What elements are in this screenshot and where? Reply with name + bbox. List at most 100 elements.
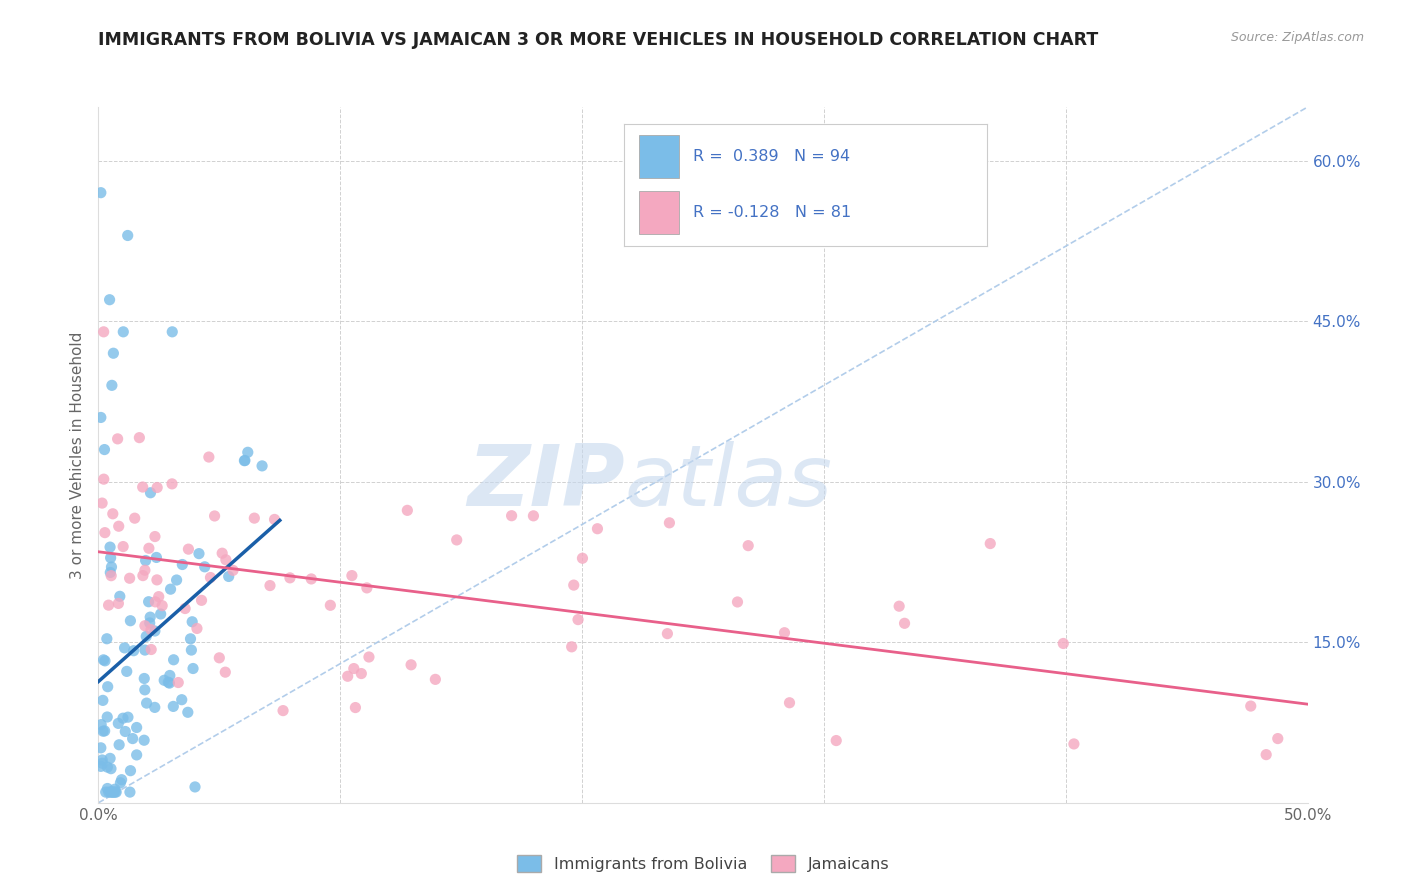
Point bbox=[91, 756, 114, 771]
Point bbox=[125, 721, 148, 735]
Point bbox=[97, 785, 120, 799]
Point bbox=[91, 496, 114, 510]
Point bbox=[114, 724, 136, 739]
Point bbox=[215, 553, 238, 567]
Point bbox=[181, 661, 204, 675]
Point bbox=[96, 781, 118, 796]
Point bbox=[561, 640, 583, 654]
Point bbox=[194, 559, 217, 574]
Point bbox=[105, 785, 128, 799]
Point bbox=[98, 540, 121, 554]
Point bbox=[198, 450, 221, 464]
Point bbox=[90, 186, 112, 200]
Point bbox=[104, 782, 127, 797]
Point bbox=[96, 632, 118, 646]
Point bbox=[134, 643, 156, 657]
Point bbox=[211, 546, 233, 560]
Point bbox=[141, 642, 163, 657]
Point bbox=[159, 668, 181, 682]
Point bbox=[97, 680, 120, 694]
Point bbox=[90, 410, 112, 425]
Point bbox=[1063, 737, 1085, 751]
Point bbox=[112, 540, 135, 554]
Point bbox=[1052, 636, 1074, 650]
Point bbox=[134, 672, 156, 686]
Point bbox=[177, 542, 200, 557]
Point bbox=[586, 522, 609, 536]
Point bbox=[233, 453, 256, 467]
Point bbox=[110, 776, 132, 790]
Point bbox=[93, 723, 115, 738]
Point bbox=[98, 566, 121, 580]
Point bbox=[120, 614, 142, 628]
Point bbox=[446, 533, 468, 547]
Point bbox=[162, 653, 184, 667]
Point bbox=[773, 625, 796, 640]
Point bbox=[357, 650, 380, 665]
Point bbox=[98, 293, 121, 307]
Point bbox=[567, 613, 589, 627]
Point bbox=[399, 657, 422, 672]
Point bbox=[94, 525, 117, 540]
Point bbox=[658, 516, 681, 530]
Point bbox=[107, 596, 129, 610]
Point bbox=[159, 582, 181, 597]
Point bbox=[90, 759, 112, 773]
Point bbox=[100, 560, 122, 574]
Point bbox=[396, 503, 419, 517]
Point bbox=[177, 706, 200, 720]
Point bbox=[150, 599, 173, 613]
Point bbox=[112, 325, 135, 339]
Point bbox=[825, 733, 848, 747]
Point bbox=[132, 568, 155, 582]
Point bbox=[143, 624, 166, 638]
Point bbox=[138, 615, 160, 630]
Point bbox=[222, 563, 245, 577]
Point bbox=[208, 650, 231, 665]
Point bbox=[125, 747, 148, 762]
Point bbox=[96, 710, 118, 724]
Point bbox=[143, 595, 166, 609]
Point bbox=[779, 696, 801, 710]
Point bbox=[117, 228, 139, 243]
Point bbox=[111, 711, 134, 725]
Point bbox=[243, 511, 266, 525]
Y-axis label: 3 or more Vehicles in Household: 3 or more Vehicles in Household bbox=[70, 331, 86, 579]
Point bbox=[139, 485, 162, 500]
Point bbox=[174, 601, 197, 615]
Point bbox=[157, 675, 180, 690]
Point bbox=[138, 595, 160, 609]
Point bbox=[299, 572, 322, 586]
Point bbox=[188, 547, 211, 561]
Point bbox=[190, 593, 212, 607]
Point bbox=[259, 578, 281, 592]
Point bbox=[115, 665, 138, 679]
Point bbox=[236, 445, 259, 459]
Point bbox=[118, 785, 141, 799]
Point bbox=[340, 568, 363, 582]
Point bbox=[122, 643, 145, 657]
Point bbox=[107, 432, 129, 446]
Point bbox=[159, 676, 181, 690]
Point bbox=[172, 558, 194, 572]
Point bbox=[562, 578, 585, 592]
Text: IMMIGRANTS FROM BOLIVIA VS JAMAICAN 3 OR MORE VEHICLES IN HOUSEHOLD CORRELATION : IMMIGRANTS FROM BOLIVIA VS JAMAICAN 3 OR… bbox=[98, 31, 1098, 49]
Point bbox=[93, 653, 115, 667]
Point bbox=[727, 595, 749, 609]
Point bbox=[1256, 747, 1278, 762]
Point bbox=[135, 696, 157, 710]
Point bbox=[101, 378, 124, 392]
Point bbox=[134, 618, 156, 632]
Point bbox=[214, 665, 236, 680]
Point bbox=[501, 508, 523, 523]
Point bbox=[1267, 731, 1289, 746]
Point bbox=[93, 472, 115, 486]
Point bbox=[143, 530, 166, 544]
Point bbox=[233, 453, 256, 467]
Point bbox=[107, 519, 129, 533]
Point bbox=[139, 623, 162, 637]
Text: ZIP: ZIP bbox=[467, 442, 624, 524]
Point bbox=[100, 762, 122, 776]
Point bbox=[979, 536, 1001, 550]
Point bbox=[160, 476, 183, 491]
